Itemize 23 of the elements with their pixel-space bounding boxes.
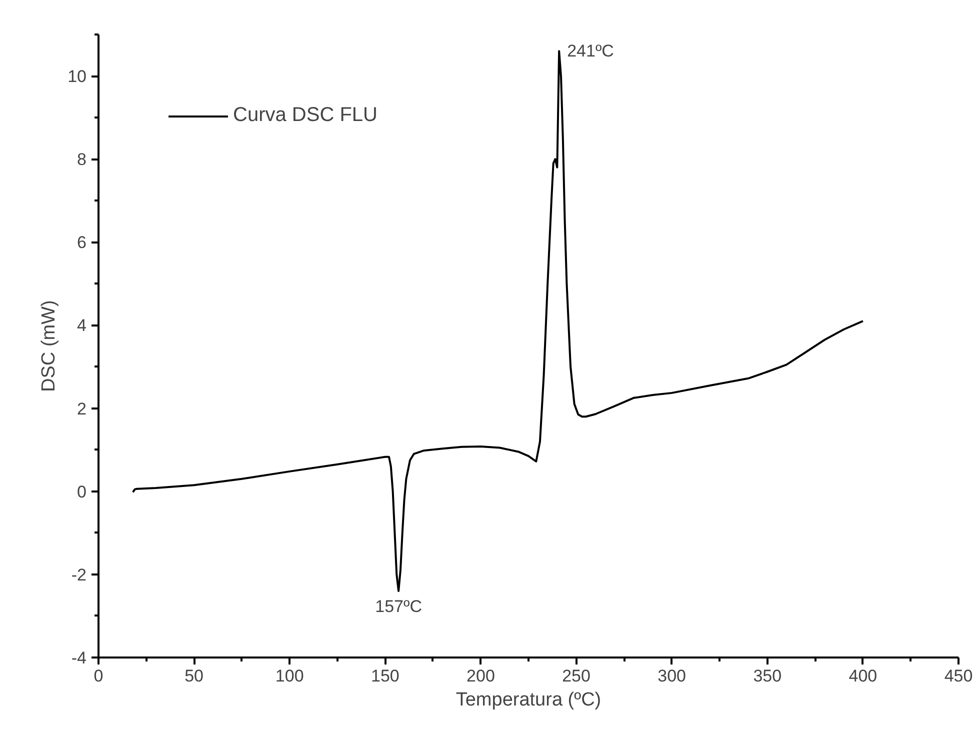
y-tick-label: 0 — [77, 482, 87, 502]
y-tick-label: 2 — [77, 399, 87, 418]
y-tick-label: -4 — [71, 648, 87, 668]
x-tick-label: 150 — [370, 666, 400, 686]
x-tick-label: 50 — [184, 666, 204, 686]
y-tick-label: 8 — [77, 150, 87, 170]
x-tick-label: 250 — [562, 666, 590, 686]
x-tick-label: 450 — [944, 666, 973, 686]
annotation: 157ºC — [375, 597, 422, 616]
x-tick-label: 100 — [275, 666, 304, 686]
y-tick-label: 10 — [68, 67, 87, 86]
x-tick-label: 0 — [94, 666, 104, 686]
y-tick-label: 4 — [77, 316, 87, 336]
x-tick-label: 400 — [848, 666, 878, 686]
legend-label: Curva DSC FLU — [233, 104, 378, 127]
y-tick-label: -2 — [71, 565, 87, 584]
x-axis-title: Temperatura (ºC) — [456, 690, 602, 710]
y-axis-title: DSC (mW) — [38, 300, 60, 392]
x-tick-label: 300 — [658, 666, 686, 686]
x-tick-label: 350 — [753, 666, 782, 686]
y-tick-label: 6 — [77, 233, 87, 252]
x-tick-label: 200 — [466, 666, 495, 686]
annotation: 241ºC — [567, 42, 614, 61]
